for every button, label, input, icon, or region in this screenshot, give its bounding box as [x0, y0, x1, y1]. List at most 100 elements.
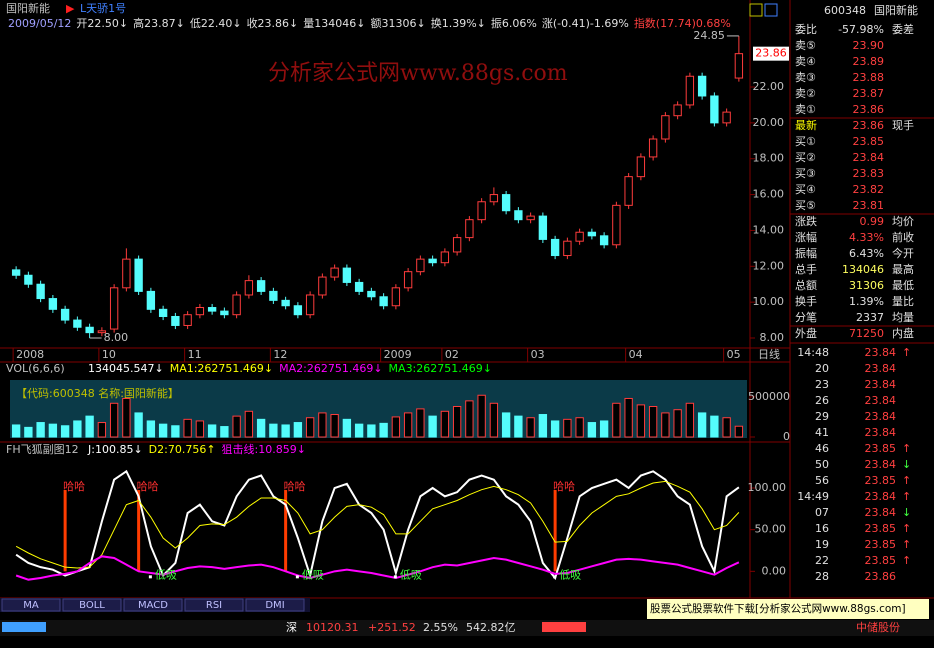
- volume-bar: [85, 415, 94, 438]
- volume-bar: [158, 423, 168, 438]
- candle-body: [489, 194, 499, 203]
- volume-bar: [391, 416, 401, 438]
- signal-dot: [553, 575, 557, 579]
- volume-bar: [489, 402, 499, 438]
- quote-label: 买②: [795, 151, 816, 164]
- index-value: 10120.31: [306, 621, 359, 634]
- quote-value: 23.84: [853, 151, 885, 164]
- volume-bar: [673, 409, 682, 438]
- icon[interactable]: [764, 3, 778, 17]
- tab: [62, 598, 122, 612]
- signal-label: 哈哈: [284, 480, 306, 493]
- candle-body: [710, 95, 719, 124]
- info-item: 收23.86↓: [247, 16, 299, 30]
- volume-bar: [207, 424, 217, 438]
- candle-body: [648, 138, 658, 158]
- info-item: 换1.39%↓: [431, 16, 486, 30]
- candle-body: [477, 201, 486, 221]
- ad-text: 股票公式股票软件下载[分析家公式网www.88gs.com]: [650, 602, 906, 615]
- candle-body: [526, 215, 535, 221]
- candle-body: [122, 258, 131, 289]
- signal-label: 哈哈: [553, 480, 575, 493]
- quote-label: 涨幅: [795, 231, 817, 244]
- candle-body: [109, 287, 119, 330]
- volume-bar: [232, 415, 241, 438]
- trade-time: 14:49: [797, 490, 829, 503]
- y-tick-label: 12.00: [753, 259, 785, 272]
- trade-time: 29: [815, 410, 829, 423]
- market: 深: [286, 621, 297, 634]
- candle-body: [85, 326, 94, 334]
- candle-body: [269, 290, 278, 301]
- candle-body: [661, 115, 670, 140]
- quote-label: 买①: [795, 135, 816, 148]
- quote-value: 23.86: [853, 103, 885, 116]
- indicator-line: [15, 480, 740, 569]
- x-tick-label: 11: [188, 348, 202, 361]
- quote-label: 振幅: [795, 246, 817, 260]
- tab: [184, 598, 244, 612]
- x-tick-label: 04: [629, 348, 643, 361]
- quote-extra: 现手: [892, 118, 914, 132]
- candle-body: [563, 240, 572, 257]
- volume-bar: [36, 422, 45, 438]
- formula-name[interactable]: L天骄1号: [80, 2, 126, 15]
- quote-label: 卖④: [795, 55, 816, 68]
- info-item: 2009/05/12: [8, 17, 71, 30]
- candle-body: [11, 269, 21, 276]
- volume-bar: [171, 425, 180, 438]
- arrow-icon: ▶: [66, 2, 75, 15]
- candle-body: [379, 296, 388, 307]
- y-tick-label: 50.00: [755, 523, 787, 536]
- quote-value: 23.82: [853, 183, 885, 196]
- quote-value: 0.99: [860, 215, 885, 228]
- trade-direction: ↑: [902, 522, 911, 535]
- legend-item: D2:70.756↑: [149, 443, 216, 456]
- tab-label[interactable]: BOLL: [79, 600, 105, 611]
- quote-value: 23.85: [853, 135, 885, 148]
- candle-body: [195, 307, 205, 316]
- quote-value: 4.33%: [849, 231, 884, 244]
- quote-label: 换手: [795, 294, 817, 308]
- candle-body: [24, 274, 33, 285]
- signal-label: 低吸: [302, 568, 324, 581]
- signal-label: 低吸: [400, 568, 422, 581]
- candle-body: [220, 310, 229, 316]
- signal-label: 低吸: [559, 568, 581, 581]
- legend-item: MA1:262751.469↓: [170, 362, 273, 375]
- volume-bar: [465, 400, 474, 438]
- y-tick-label: 22.00: [753, 80, 785, 93]
- icon[interactable]: [749, 3, 763, 17]
- legend-item: 狙击线:10.859↓: [222, 442, 306, 456]
- quote-value: 23.87: [853, 87, 885, 100]
- candle-body: [158, 308, 168, 317]
- candle-body: [232, 294, 241, 316]
- volume-bar: [281, 424, 290, 438]
- volume-bar: [538, 414, 548, 438]
- last-price: 23.86: [755, 47, 787, 60]
- signal-label: 低吸: [155, 568, 177, 581]
- candle-body: [60, 308, 70, 321]
- candle-body: [330, 267, 339, 278]
- quote-extra: 最低: [892, 279, 914, 292]
- y-tick-label: 16.00: [753, 188, 785, 201]
- x-tick-label: 05: [727, 348, 741, 361]
- volume-bar: [330, 414, 339, 438]
- candle-body: [73, 319, 82, 328]
- tab-label[interactable]: MA: [23, 600, 39, 611]
- volume-bar: [318, 412, 327, 438]
- trade-price: 23.84: [865, 490, 897, 503]
- trade-time: 20: [815, 362, 829, 375]
- y-tick-label: 0: [783, 430, 790, 443]
- tab-label[interactable]: MACD: [138, 600, 168, 611]
- stock-name: 国阳新能: [6, 1, 50, 15]
- info-item: 量134046↓: [303, 17, 365, 30]
- tab-label[interactable]: DMI: [265, 600, 284, 611]
- volume-bar: [526, 417, 535, 438]
- candle-body: [171, 315, 180, 326]
- volume-bar: [256, 418, 266, 438]
- signal-dot: [393, 575, 397, 579]
- tab-label[interactable]: RSI: [206, 600, 222, 611]
- trade-direction: ↑: [902, 474, 911, 487]
